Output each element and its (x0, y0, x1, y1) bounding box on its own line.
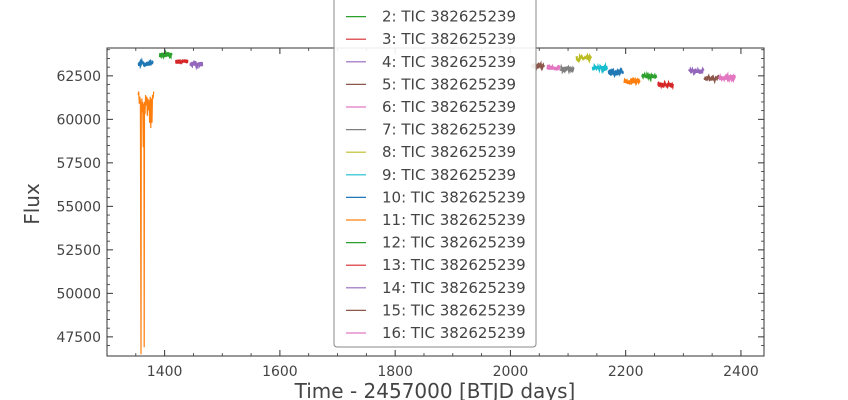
x-tick-label: 1400 (147, 364, 183, 380)
legend-box (333, 0, 537, 348)
series-line (641, 70, 658, 83)
y-tick-label: 57500 (56, 156, 101, 172)
series-line (688, 66, 705, 76)
legend-label: 5: TIC 382625239 (382, 75, 516, 93)
series-line-transit (137, 91, 155, 355)
series-line (607, 66, 624, 79)
x-axis-label: Time - 2457000 [BTJD days] (294, 379, 576, 400)
series-line (657, 79, 674, 91)
series-line (623, 76, 641, 87)
series-line (137, 57, 154, 70)
series-line (591, 61, 608, 75)
legend-label: 12: TIC 382625239 (382, 234, 526, 252)
y-axis-label: Flux (20, 183, 44, 225)
x-axis-ticks: 1400 1600 1800 2000 2200 2400 (106, 48, 759, 380)
plot-marks (137, 49, 736, 355)
series-line (560, 63, 575, 75)
series-line (575, 52, 593, 64)
legend-label: 10: TIC 382625239 (382, 188, 526, 206)
legend-label: 11: TIC 382625239 (382, 211, 526, 229)
x-tick-label: 2200 (608, 364, 644, 380)
y-tick-label: 47500 (56, 330, 101, 346)
legend-label: 14: TIC 382625239 (382, 279, 526, 297)
y-tick-label: 50000 (56, 286, 101, 302)
series-line (158, 49, 173, 60)
series-line (703, 73, 720, 85)
series-line (175, 58, 189, 65)
legend-label: 16: TIC 382625239 (382, 324, 526, 342)
legend: 2: TIC 382625239 3: TIC 382625239 4: TIC 3… (333, 0, 537, 348)
y-tick-label: 62500 (56, 69, 101, 85)
legend-label: 13: TIC 382625239 (382, 256, 526, 274)
y-tick-label: 55000 (56, 199, 101, 215)
x-tick-label: 1600 (262, 364, 298, 380)
legend-label: 2: TIC 382625239 (382, 8, 516, 26)
x-tick-label: 2000 (493, 364, 529, 380)
y-axis-ticks: 47500 50000 52500 55000 57500 60000 62500 (56, 49, 764, 346)
legend-label: 7: TIC 382625239 (382, 121, 516, 139)
x-tick-label: 2400 (723, 364, 759, 380)
series-line (546, 63, 561, 72)
legend-label: 6: TIC 382625239 (382, 98, 516, 116)
y-tick-label: 60000 (56, 112, 101, 128)
x-tick-label: 1800 (377, 364, 413, 380)
legend-label: 3: TIC 382625239 (382, 30, 516, 48)
series-line (189, 59, 204, 71)
legend-label: 15: TIC 382625239 (382, 301, 526, 319)
legend-label: 4: TIC 382625239 (382, 53, 516, 71)
legend-label: 9: TIC 382625239 (382, 166, 516, 184)
y-tick-label: 52500 (56, 243, 101, 259)
legend-label: 8: TIC 382625239 (382, 143, 516, 161)
series-line (717, 71, 736, 84)
